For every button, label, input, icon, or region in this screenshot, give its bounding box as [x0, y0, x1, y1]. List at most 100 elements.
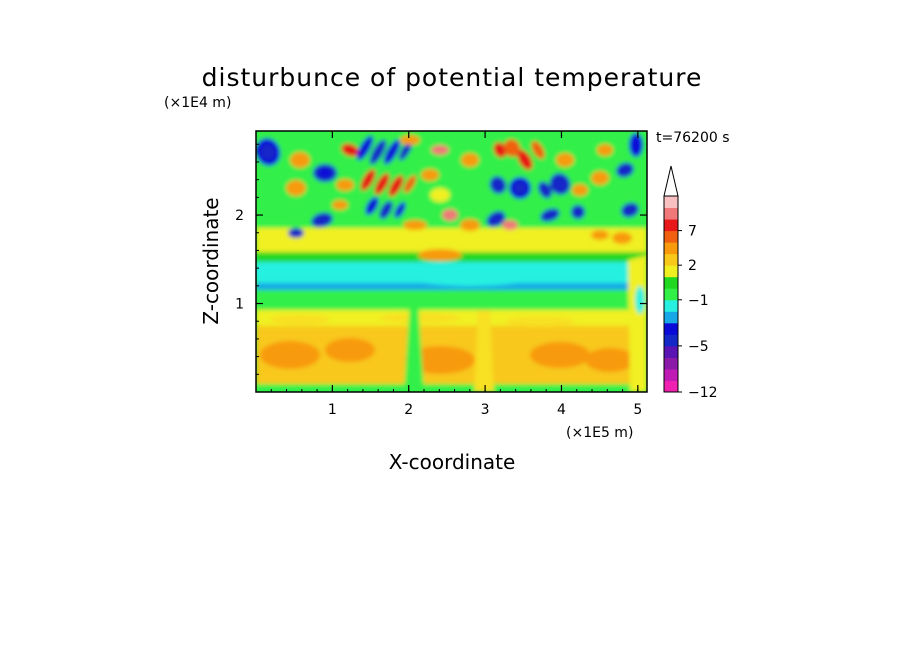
wave-blob [311, 212, 333, 228]
wave-blob [612, 232, 632, 244]
wave-blob [290, 152, 310, 168]
wave-blob [493, 142, 507, 158]
x-tick-label: 5 [633, 402, 642, 418]
wave-blob [319, 168, 331, 178]
wave-blob [400, 135, 420, 145]
band-green-bottom [256, 384, 647, 392]
y-tick-label: 2 [235, 208, 244, 224]
wave-blob [403, 175, 417, 193]
x-tick-label: 4 [557, 402, 566, 418]
colorbar-swatch [664, 311, 678, 324]
band-blob-orange [530, 342, 590, 368]
colorbar-extend-arrow [663, 165, 679, 197]
wave-blob [629, 133, 643, 157]
wave-blob [374, 173, 390, 195]
y-axis: 12 [235, 143, 647, 375]
colorbar-swatch [664, 242, 678, 255]
band-blob-orange [260, 341, 320, 369]
wave-blob [365, 196, 379, 216]
wave-blob [571, 205, 585, 219]
colorbar: −12−5−127 [663, 165, 718, 401]
wave-blob [388, 175, 404, 197]
wave-blob [514, 182, 526, 194]
wave-blob [403, 220, 427, 230]
colorbar-swatch [664, 380, 678, 393]
wave-blob [442, 209, 458, 221]
colorbar-swatch [664, 230, 678, 243]
band-blob-cyan [310, 267, 410, 283]
band-blob-yellow [270, 315, 330, 325]
band-blob-orange [325, 338, 375, 362]
wave-blob [425, 233, 455, 247]
colorbar-swatch [664, 299, 678, 312]
wave-blob [383, 139, 401, 165]
x-tick-label: 1 [328, 402, 337, 418]
colorbar-tick-label: 2 [688, 258, 697, 274]
band-blob-orange [405, 346, 475, 374]
colorbar-tick-label: −5 [688, 339, 709, 355]
chart-title: disturbunce of potential temperature [202, 63, 703, 92]
wave-blob [517, 150, 533, 170]
x-tick-label: 2 [404, 402, 413, 418]
wave-blob [341, 143, 359, 157]
x-tick-label: 3 [481, 402, 490, 418]
band-blob-yellow [505, 317, 575, 327]
wave-blob [360, 169, 376, 191]
wave-blob [538, 181, 552, 199]
colorbar-swatch [664, 368, 678, 381]
wave-blob [572, 184, 588, 196]
colorbar-tick-label: 7 [688, 224, 697, 240]
colorbar-swatch [664, 207, 678, 220]
colorbar-tick-label: −12 [688, 385, 718, 401]
wave-blob [621, 202, 639, 218]
wave-blob [430, 188, 450, 202]
vertical-streak [404, 300, 424, 392]
wave-blob [503, 139, 521, 157]
wave-blob [556, 153, 574, 167]
x-unit-label: (×1E5 m) [566, 425, 633, 441]
wave-blob [379, 200, 393, 220]
time-label: t=76200 s [656, 130, 730, 146]
wave-blob [489, 176, 507, 194]
wave-blob [260, 144, 276, 160]
wave-blob [418, 249, 462, 261]
wave-blob [394, 201, 406, 219]
wave-blob [591, 171, 609, 185]
colorbar-swatch [664, 357, 678, 370]
edge-blob [635, 286, 645, 314]
colorbar-frame [663, 195, 679, 393]
wave-blob [486, 211, 506, 227]
band-green-mid [256, 290, 647, 312]
colorbar-swatch [664, 288, 678, 301]
plot-frame [255, 130, 648, 393]
wave-blob [431, 145, 449, 155]
wave-blob [421, 169, 439, 181]
wave-blob [286, 180, 306, 196]
wave-blob [356, 135, 374, 161]
y-axis-label: Z-coordinate [199, 197, 223, 324]
wave-blob [369, 139, 387, 165]
contour-plot-area [256, 131, 647, 392]
edge-streak [628, 255, 647, 392]
x-axis: 1 2 3 4 5 [270, 131, 642, 418]
colorbar-swatch [664, 253, 678, 266]
wave-blob [591, 230, 609, 240]
wave-blob [549, 173, 571, 195]
wave-blob [461, 153, 479, 167]
wave-blob [540, 208, 560, 222]
colorbar-swatch [664, 334, 678, 347]
band-blob-orange [585, 348, 635, 372]
colorbar-tick-label: −1 [688, 293, 709, 309]
band-blob-yellow [380, 313, 460, 323]
band-blob-cyan [410, 270, 530, 286]
wave-blob [460, 219, 480, 231]
x-axis-label: X-coordinate [389, 450, 516, 474]
wave-blob [531, 140, 545, 160]
y-tick-label: 1 [235, 297, 244, 313]
colorbar-swatch [664, 196, 678, 209]
wave-blob [597, 144, 613, 156]
wave-blob [616, 162, 634, 178]
wave-blob [332, 200, 348, 210]
colorbar-swatch [664, 219, 678, 232]
